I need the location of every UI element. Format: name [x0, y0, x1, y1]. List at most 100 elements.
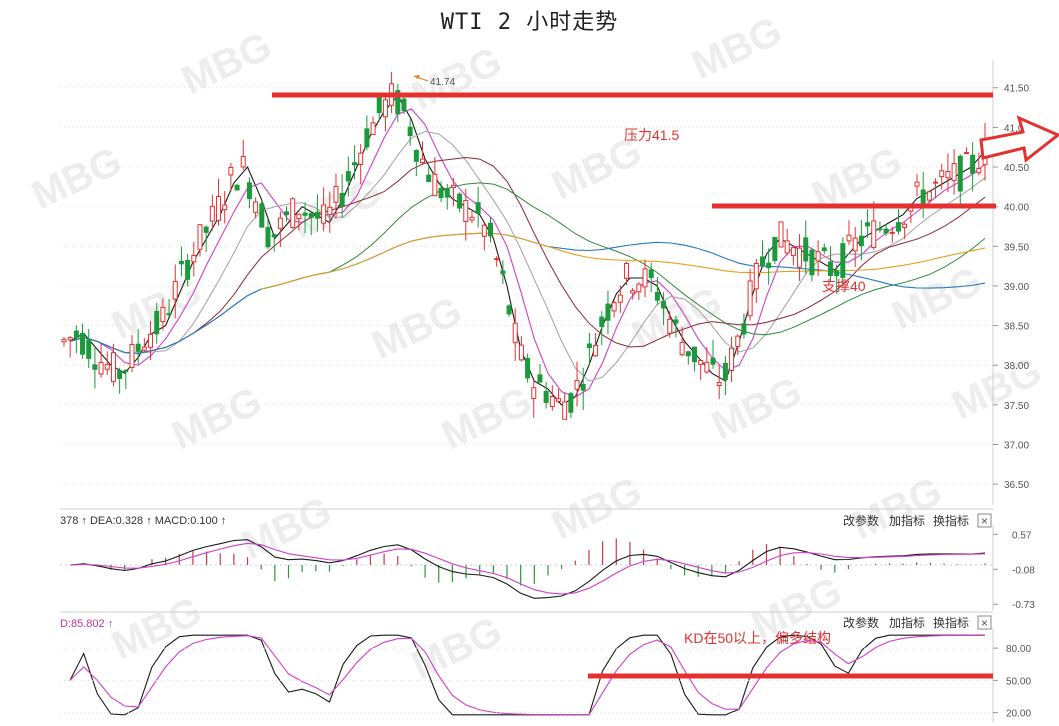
candle-body: [642, 268, 648, 288]
candle-body: [951, 163, 957, 182]
candle-body: [562, 401, 568, 420]
price-tick-label: 41.00: [1004, 123, 1029, 134]
close-button[interactable]: [977, 615, 992, 630]
candle-body: [290, 198, 296, 228]
candle-body: [741, 323, 747, 335]
candle-body: [685, 351, 691, 357]
candle-body: [778, 221, 784, 248]
ma-line: [69, 130, 986, 382]
candle-body: [827, 261, 833, 276]
candle-body: [104, 364, 110, 370]
candle-body: [185, 259, 191, 280]
candle-body: [939, 170, 945, 177]
watermark: MBG: [175, 24, 278, 103]
kd-tick-label: 80.00: [1006, 644, 1031, 655]
candle-body: [444, 188, 450, 198]
candle-body: [722, 362, 728, 381]
candle-body: [222, 204, 228, 211]
candle-body: [729, 347, 735, 372]
candle-body: [710, 357, 716, 365]
params-button[interactable]: 改参数: [843, 513, 879, 528]
candle-body: [364, 128, 370, 148]
price-tick-label: 37.00: [1004, 441, 1029, 452]
high-marker: 41.74: [413, 75, 455, 88]
candle-body: [648, 269, 654, 279]
candle-body: [314, 211, 320, 219]
kd-tick-label: 50.00: [1006, 676, 1031, 687]
candle-body: [617, 294, 623, 303]
candle-body: [568, 393, 574, 413]
candle-body: [463, 199, 469, 223]
params-button[interactable]: 改参数: [843, 615, 879, 630]
candle-body: [172, 280, 178, 300]
candle-body: [339, 192, 345, 207]
candle-body: [457, 193, 463, 209]
candle-body: [852, 237, 858, 252]
candle-body: [871, 220, 877, 248]
candle-body: [382, 99, 388, 118]
candle-body: [488, 222, 494, 237]
candle-body: [518, 344, 524, 361]
candle-body: [333, 185, 339, 203]
price-tick-label: 38.50: [1004, 322, 1029, 333]
ma-line: [69, 108, 986, 398]
close-button[interactable]: [977, 513, 992, 528]
candle-body: [296, 213, 302, 220]
candle-body: [877, 228, 883, 231]
candle-body: [129, 343, 135, 368]
candle-body: [531, 387, 537, 399]
candle-body: [623, 262, 629, 279]
candle-body: [160, 306, 166, 323]
candle-body: [753, 262, 759, 290]
candle-body: [803, 237, 809, 262]
candle-body: [846, 234, 852, 242]
candle-body: [809, 249, 815, 276]
add-indicator-button[interactable]: 加指标: [889, 615, 925, 630]
candle-body: [970, 154, 976, 174]
candle-body: [858, 235, 864, 247]
candle-body: [61, 338, 67, 343]
price-axis: 41.50 41.00 40.50 40.00 39.50 39.00 38.50 38.00…: [993, 84, 1029, 491]
macd-tick-label: -0.73: [1012, 600, 1035, 611]
candle-body: [265, 227, 271, 248]
candle-body: [716, 381, 722, 387]
candle-body: [407, 126, 413, 137]
candle-body: [166, 313, 172, 316]
candle-body: [555, 398, 561, 402]
close-icon: ×: [981, 514, 988, 528]
candle-body: [420, 158, 426, 164]
support-label: 支撑40: [822, 278, 866, 294]
candle-body: [902, 223, 908, 228]
candle-body: [766, 262, 772, 268]
candle-body: [154, 310, 160, 335]
add-indicator-button[interactable]: 加指标: [889, 513, 925, 528]
price-tick-label: 40.50: [1004, 163, 1029, 174]
candle-body: [525, 358, 531, 379]
candle-body: [815, 251, 821, 262]
candle-body: [234, 184, 240, 191]
candle-body: [413, 150, 419, 162]
candle-body: [963, 152, 969, 155]
candle-body: [580, 383, 586, 391]
watermark: MBG: [105, 589, 208, 668]
price-tick-label: 40.00: [1004, 203, 1029, 214]
macd-indicator: [60, 538, 993, 599]
candle-body: [506, 305, 512, 315]
watermark: MBG: [945, 349, 1048, 428]
switch-indicator-button[interactable]: 换指标: [933, 615, 969, 630]
candle-body: [370, 122, 376, 136]
candle-body: [883, 228, 889, 234]
candle-body: [432, 173, 438, 197]
candle-body: [148, 333, 154, 348]
candle-body: [957, 155, 963, 192]
arrow-icon: [979, 115, 1059, 163]
candle-body: [308, 212, 314, 218]
switch-indicator-button[interactable]: 换指标: [933, 513, 969, 528]
kd-axis: 80.00 50.00 20.00: [60, 644, 1031, 720]
candle-body: [271, 234, 277, 238]
watermark: MBG: [235, 489, 338, 568]
candle-body: [376, 96, 382, 114]
candle-body: [209, 205, 215, 222]
candle-body: [654, 292, 660, 301]
